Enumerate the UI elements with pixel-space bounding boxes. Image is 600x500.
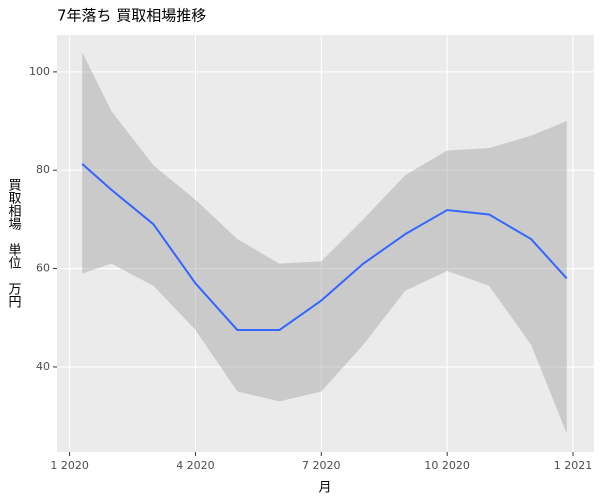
plot-panel — [57, 35, 594, 452]
y-axis-title: 買取相場 単位 万円 — [6, 178, 22, 308]
chart-title: 7年落ち 買取相場推移 — [57, 7, 206, 25]
x-tick-label: 1 2020 — [50, 459, 89, 472]
x-axis-title: 月 — [318, 481, 331, 496]
y-tick-label: 80 — [36, 163, 50, 176]
confidence-band — [82, 52, 567, 434]
x-tick-label: 4 2020 — [176, 459, 215, 472]
y-tick-label: 100 — [29, 65, 50, 78]
smooth-line — [81, 163, 568, 332]
x-tick-label: 7 2020 — [302, 459, 341, 472]
y-tick-label: 60 — [36, 262, 50, 275]
x-tick-label: 1 2021 — [554, 459, 593, 472]
y-tick-label: 40 — [36, 360, 50, 373]
x-tick-label: 10 2020 — [424, 459, 470, 472]
